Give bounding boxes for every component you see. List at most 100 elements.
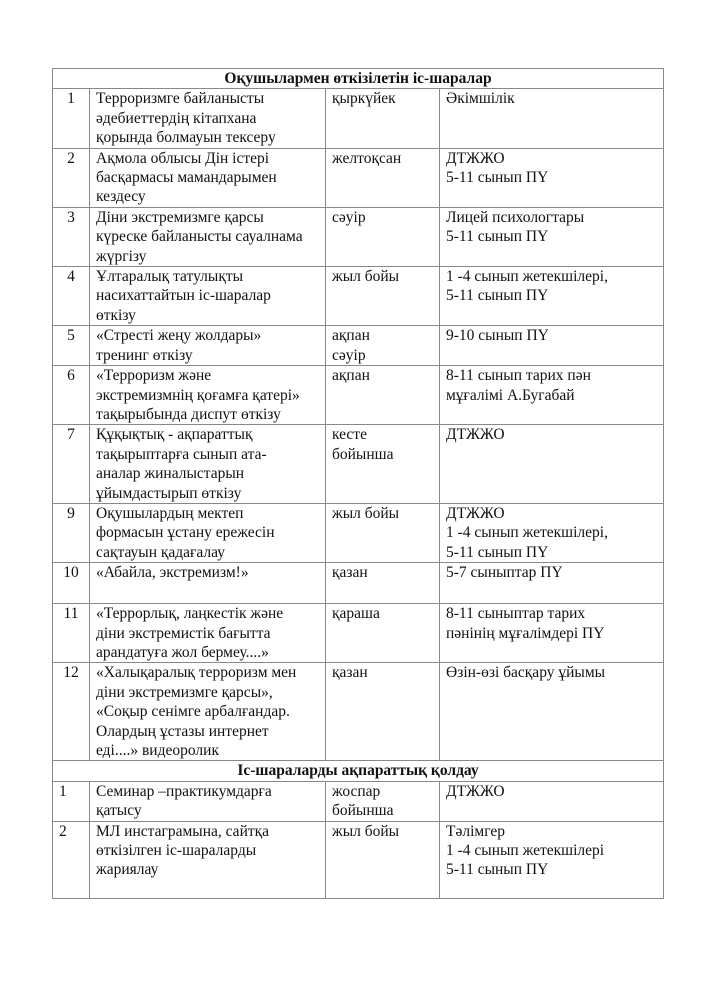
cell-line: кесте bbox=[332, 426, 367, 444]
cell-resp: 1 -4 сынып жетекшілері, 5-11 сынып ПҮ bbox=[438, 266, 665, 327]
cell-line: Діни экстремизмге қарсы bbox=[96, 208, 264, 226]
cell-event: Ақмола облысы Дін істері басқармасы маман… bbox=[89, 147, 326, 208]
cell-time: кесте бойынша bbox=[325, 424, 440, 504]
cell-line: 5-11 сынып ПҮ bbox=[446, 543, 549, 561]
cell-resp: Әкімшілік bbox=[438, 88, 665, 149]
cell-line: бойынша bbox=[332, 445, 394, 463]
cell-time: сәуір bbox=[325, 206, 440, 268]
table-row: 2 МЛ инстаграмына, сайтқа өткізілген іс-ша… bbox=[52, 820, 665, 899]
cell-line: Ұлтаралық татулықты bbox=[96, 268, 244, 286]
cell-event: Семинар –практикумдарға қатысу bbox=[89, 780, 326, 822]
row-number: 2 bbox=[52, 147, 90, 208]
cell-resp: ДТЖЖО 1 -4 сынып жетекшілері, 5-11 сынып П… bbox=[438, 502, 665, 564]
cell-line: басқармасы мамандарымен bbox=[96, 169, 277, 187]
cell-line: формасын ұстану ережесін bbox=[96, 524, 275, 542]
cell-line: 9-10 сынып ПҮ bbox=[446, 327, 549, 345]
table-row: 11 «Террорлық, лаңкестік және діни экстрем… bbox=[52, 603, 665, 664]
cell-line: ДТЖЖО bbox=[446, 149, 505, 167]
cell-line: әдебиеттердің кітапхана bbox=[96, 109, 257, 127]
cell-resp: 5-7 сыныптар ПҮ bbox=[438, 562, 665, 605]
cell-line: ДТЖЖО bbox=[446, 426, 505, 444]
cell-line: сәуір bbox=[332, 208, 366, 226]
cell-line: өткізу bbox=[96, 306, 136, 324]
cell-line: насихаттайтын іс-шаралар bbox=[96, 287, 271, 305]
row-number: 1 bbox=[52, 780, 90, 822]
cell-line: сақтауын қадағалау bbox=[96, 543, 225, 561]
cell-line: өткізілген іс-шараларды bbox=[96, 842, 257, 860]
row-number: 3 bbox=[52, 206, 90, 268]
cell-time: ақпан bbox=[325, 365, 440, 426]
cell-line: тақырыбында диспут өткізу bbox=[96, 405, 281, 423]
cell-line: желтоқсан bbox=[332, 149, 402, 167]
cell-line: аналар жиналыстарын bbox=[96, 465, 245, 483]
cell-time: жыл бойы bbox=[325, 820, 440, 899]
cell-line: қазан bbox=[332, 664, 368, 682]
cell-event: Терроризмге байланысты әдебиеттердің кіта… bbox=[89, 88, 326, 149]
cell-line: Ақмола облысы Дін істері bbox=[96, 149, 270, 167]
table-row: 9 Оқушылардың мектеп формасын ұстану ереже… bbox=[52, 502, 665, 564]
cell-line: жариялау bbox=[96, 861, 159, 879]
cell-line: 5-7 сыныптар ПҮ bbox=[446, 564, 563, 582]
cell-line: жыл бойы bbox=[332, 268, 400, 286]
cell-line: ақпан bbox=[332, 327, 370, 345]
cell-line: Әкімшілік bbox=[446, 90, 515, 108]
table-row: 1 Семинар –практикумдарға қатысу жоспар бойы… bbox=[52, 780, 665, 822]
cell-line: 5-11 сынып ПҮ bbox=[446, 287, 549, 305]
cell-resp: Өзін-өзі басқару ұйымы bbox=[438, 662, 665, 762]
cell-event: «Абайла, экстремизм!» bbox=[89, 562, 326, 605]
row-number: 5 bbox=[52, 325, 90, 367]
cell-resp: Лицей психологтары 5-11 сынып ПҮ bbox=[438, 206, 665, 268]
row-number: 12 bbox=[52, 662, 90, 762]
cell-time: қараша bbox=[325, 603, 440, 664]
section-header-row: Оқушылармен өткізілетін іс-шаралар bbox=[51, 67, 665, 90]
cell-line: «Терроризм және bbox=[96, 367, 212, 385]
cell-line: 5-11 сынып ПҮ bbox=[446, 169, 549, 187]
cell-time: қазан bbox=[325, 662, 440, 762]
cell-event: Құқықтық - ақпараттық тақырыптарға сынып … bbox=[89, 424, 326, 504]
table-row: 6 «Терроризм және экстремизмнің қоғамға қа… bbox=[52, 365, 665, 426]
cell-time: жоспар бойынша bbox=[325, 780, 440, 822]
cell-line: діни экстремизмге қарсы», bbox=[96, 683, 273, 701]
cell-line: ДТЖЖО bbox=[446, 782, 505, 800]
cell-time: желтоқсан bbox=[325, 147, 440, 208]
cell-event: «Стресті жеңу жолдары» тренинг өткізу bbox=[89, 325, 326, 367]
cell-line: 8-11 сыныптар тарих bbox=[446, 605, 586, 623]
cell-line: арандатуға жол бермеу....» bbox=[96, 643, 269, 661]
table-row: 7 Құқықтық - ақпараттық тақырыптарға сынып… bbox=[52, 424, 665, 504]
table-row: 1 Терроризмге байланысты әдебиеттердің кіт… bbox=[52, 88, 665, 149]
table-row: 2 Ақмола облысы Дін істері басқармасы мама… bbox=[52, 147, 665, 208]
cell-line: 8-11 сынып тарих пән bbox=[446, 367, 591, 385]
section-title: Оқушылармен өткізілетін іс-шаралар bbox=[51, 67, 665, 90]
cell-line: Тәлімгер bbox=[446, 822, 505, 840]
cell-line: «Террорлық, лаңкестік және bbox=[96, 605, 284, 623]
cell-line: Өзін-өзі басқару ұйымы bbox=[446, 664, 606, 682]
table-row: 3 Діни экстремизмге қарсы күреске байланыс… bbox=[52, 206, 665, 268]
cell-line: экстремизмнің қоғамға қатері» bbox=[96, 386, 300, 404]
cell-line: жыл бойы bbox=[332, 822, 400, 840]
table-row: 5 «Стресті жеңу жолдары» тренинг өткізу ақп… bbox=[52, 325, 665, 367]
cell-line: қатысу bbox=[96, 802, 142, 820]
cell-line: жүргізу bbox=[96, 247, 147, 265]
cell-line: 1 -4 сынып жетекшілері, bbox=[446, 268, 608, 286]
cell-line: діни экстремистік бағытта bbox=[96, 624, 271, 642]
row-number: 2 bbox=[52, 820, 90, 899]
cell-time: ақпан сәуір bbox=[325, 325, 440, 367]
row-number: 9 bbox=[52, 502, 90, 564]
cell-line: тақырыптарға сынып ата- bbox=[96, 445, 267, 463]
cell-event: «Террорлық, лаңкестік және діни экстремис… bbox=[89, 603, 326, 664]
row-number: 10 bbox=[52, 562, 90, 605]
events-table: Оқушылармен өткізілетін іс-шаралар 1 Терро… bbox=[51, 67, 665, 899]
row-number: 1 bbox=[52, 88, 90, 149]
cell-time: қазан bbox=[325, 562, 440, 605]
cell-resp: 8-11 сыныптар тарих пәнінің мұғалімдері П… bbox=[438, 603, 665, 664]
cell-line: 1 -4 сынып жетекшілері, bbox=[446, 524, 608, 542]
cell-line: мұғалімі А.Бугабай bbox=[446, 386, 575, 404]
cell-line: кездесу bbox=[96, 188, 146, 206]
cell-event: МЛ инстаграмына, сайтқа өткізілген іс-шар… bbox=[89, 820, 326, 899]
cell-line: «Соқыр сенімге арбалғандар. bbox=[96, 703, 290, 721]
cell-line: Терроризмге байланысты bbox=[96, 90, 265, 108]
cell-line: «Стресті жеңу жолдары» bbox=[96, 327, 262, 345]
cell-line: күреске байланысты сауалнама bbox=[96, 228, 303, 246]
cell-line: жыл бойы bbox=[332, 504, 400, 522]
cell-line: еді....» видеоролик bbox=[96, 742, 219, 759]
